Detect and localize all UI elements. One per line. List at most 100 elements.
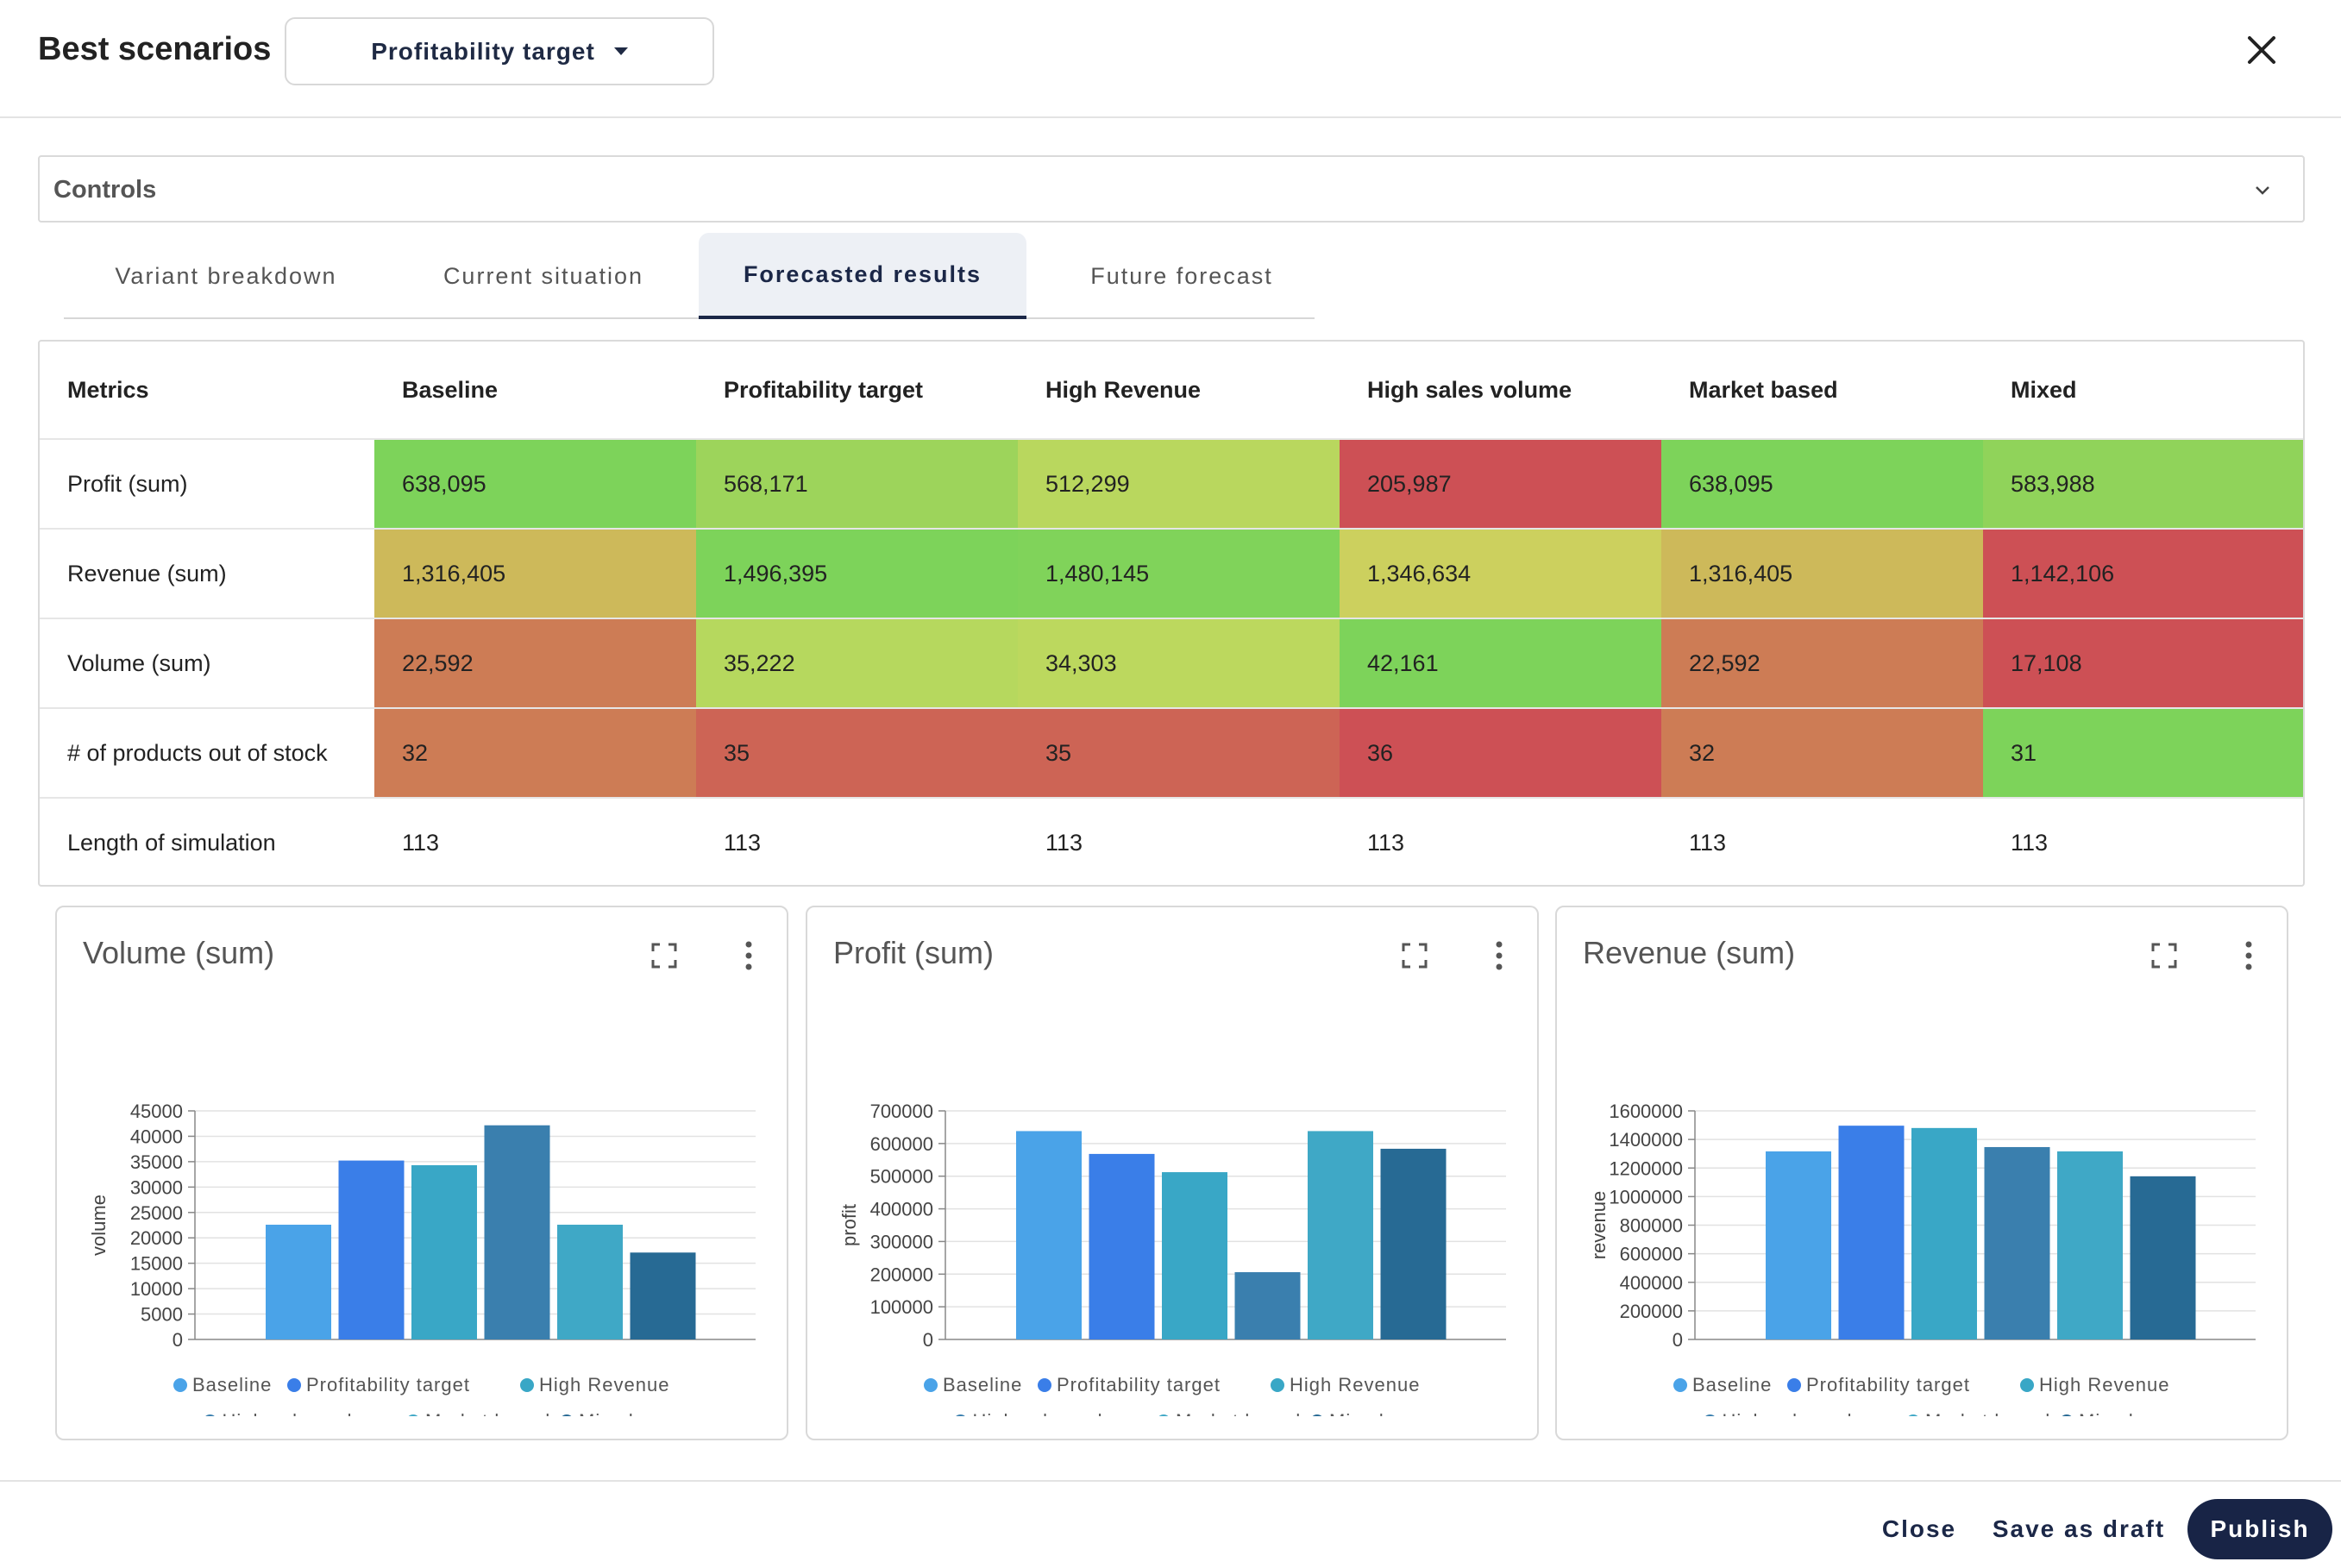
legend-label: Baseline <box>1692 1374 1772 1396</box>
bar-mixed[interactable] <box>1380 1148 1447 1339</box>
metrics-table: Metrics Baseline Profitability target High … <box>38 340 2305 887</box>
dialog-footer: Close Save as draft Publish <box>0 1480 2341 1568</box>
more-vertical-icon[interactable] <box>2244 940 2254 971</box>
bar-profitability-target[interactable] <box>338 1160 405 1339</box>
profit-bar-chart: 0 100000 200000 300000 400000 500000 600000 700… <box>838 1101 1506 1416</box>
legend-swatch <box>1705 1414 1715 1416</box>
y-tick-label: 10000 <box>130 1278 183 1300</box>
tab-current-situation[interactable]: Current situation <box>442 262 644 289</box>
legend-swatch <box>956 1414 965 1416</box>
metric-label: Profit (sum) <box>67 470 188 497</box>
metric-value-cell: 32 <box>1661 709 1983 797</box>
legend-swatch <box>520 1378 534 1392</box>
column-header: Baseline <box>402 376 499 403</box>
y-tick-label: 100000 <box>870 1296 933 1318</box>
metric-value-cell: 113 <box>1018 799 1340 885</box>
y-tick-label: 0 <box>923 1329 933 1351</box>
tab-forecasted-results[interactable]: Forecasted results <box>699 233 1026 319</box>
metric-value-cell: 1,346,634 <box>1340 530 1661 618</box>
close-button[interactable]: Close <box>1881 1515 1957 1542</box>
bar-mixed[interactable] <box>2130 1176 2196 1339</box>
legend-label: High sales volume <box>973 1410 1143 1416</box>
legend-label: Profitability target <box>1806 1374 1970 1396</box>
bar-high-sales-volume[interactable] <box>1234 1272 1301 1339</box>
chevron-down-icon[interactable] <box>2253 181 2272 200</box>
fullscreen-icon[interactable] <box>1401 942 1428 969</box>
chart-title: Revenue (sum) <box>1583 935 1796 970</box>
legend-swatch <box>205 1414 215 1416</box>
legend-label: High sales volume <box>1723 1410 1892 1416</box>
legend-label: Baseline <box>943 1374 1022 1396</box>
metric-value-cell: 32 <box>374 709 696 797</box>
bar-high-revenue[interactable] <box>411 1164 477 1339</box>
bar-market-based[interactable] <box>1308 1131 1373 1339</box>
more-vertical-icon[interactable] <box>744 940 754 971</box>
metric-label: Volume (sum) <box>67 649 211 676</box>
bar-high-revenue[interactable] <box>1162 1172 1227 1339</box>
y-tick-label: 300000 <box>870 1231 933 1252</box>
bar-market-based[interactable] <box>2057 1151 2123 1339</box>
fullscreen-icon[interactable] <box>650 942 678 969</box>
close-icon[interactable] <box>2243 31 2281 69</box>
metric-value-cell: 638,095 <box>1661 440 1983 528</box>
metric-value-cell: 35 <box>1018 709 1340 797</box>
metric-value-cell: 1,316,405 <box>1661 530 1983 618</box>
result-tabs: Variant breakdown Current situation Fore… <box>64 233 1315 319</box>
metric-value-cell: 113 <box>1340 799 1661 885</box>
y-tick-label: 20000 <box>130 1227 183 1249</box>
table-row: Profit (sum) 638,095 568,171 512,299 205,987… <box>40 438 2303 528</box>
volume-bar-chart: 0 5000 10000 15000 20000 25000 30000 35000 40000… <box>88 1101 756 1416</box>
y-tick-label: 35000 <box>130 1151 183 1173</box>
legend-swatch <box>1908 1414 1918 1416</box>
metric-value-cell: 17,108 <box>1983 619 2303 707</box>
metric-value-cell: 36 <box>1340 709 1661 797</box>
y-tick-label: 700000 <box>870 1101 933 1122</box>
page-title: Best scenarios <box>38 31 272 67</box>
y-tick-label: 1200000 <box>1609 1157 1683 1179</box>
y-axis-label: profit <box>838 1204 860 1246</box>
bar-baseline[interactable] <box>1766 1151 1831 1339</box>
legend-label: High Revenue <box>539 1374 669 1396</box>
metric-value-cell: 1,480,145 <box>1018 530 1340 618</box>
publish-button[interactable]: Publish <box>2187 1499 2332 1559</box>
legend-label: Mixed <box>579 1410 634 1416</box>
metric-label: Revenue (sum) <box>67 560 227 586</box>
legend-swatch <box>1673 1378 1687 1392</box>
bar-mixed[interactable] <box>630 1252 696 1339</box>
bar-market-based[interactable] <box>557 1224 623 1339</box>
bar-high-revenue[interactable] <box>1911 1127 1977 1339</box>
legend-label: High sales volume <box>223 1410 392 1416</box>
metric-value-cell: 113 <box>374 799 696 885</box>
tab-future-forecast[interactable]: Future forecast <box>1090 262 1273 289</box>
metric-value-cell: 1,316,405 <box>374 530 696 618</box>
column-header: High Revenue <box>1045 376 1202 403</box>
bar-profitability-target[interactable] <box>1089 1153 1155 1339</box>
y-tick-label: 200000 <box>1620 1301 1683 1322</box>
bar-baseline[interactable] <box>266 1224 331 1339</box>
chart-card-revenue: Revenue (sum) 0 200000 400000 600000 800000 1… <box>1555 906 2288 1440</box>
fullscreen-icon[interactable] <box>2150 942 2178 969</box>
tab-variant-breakdown[interactable]: Variant breakdown <box>115 262 337 289</box>
table-row: Revenue (sum) 1,316,405 1,496,395 1,480,145… <box>40 528 2303 618</box>
scenario-select[interactable]: Profitability target <box>285 17 714 85</box>
legend-label: High Revenue <box>1290 1374 1420 1396</box>
bar-profitability-target[interactable] <box>1838 1126 1905 1339</box>
legend-swatch <box>2020 1378 2034 1392</box>
bar-high-sales-volume[interactable] <box>1984 1146 2050 1339</box>
y-tick-label: 600000 <box>1620 1244 1683 1265</box>
metric-label: Length of simulation <box>67 829 276 856</box>
bar-high-sales-volume[interactable] <box>484 1125 550 1339</box>
y-tick-label: 25000 <box>130 1202 183 1224</box>
more-vertical-icon[interactable] <box>1494 940 1504 971</box>
y-tick-label: 400000 <box>1620 1272 1683 1294</box>
save-draft-button[interactable]: Save as draft <box>1992 1515 2166 1542</box>
controls-accordion[interactable]: Controls <box>38 155 2305 223</box>
column-header: High sales volume <box>1367 376 1572 403</box>
table-row: Length of simulation 113 113 113 113 113 113 <box>40 797 2303 885</box>
legend-label: Profitability target <box>306 1374 470 1396</box>
y-tick-label: 30000 <box>130 1176 183 1198</box>
legend-label: Baseline <box>192 1374 272 1396</box>
bar-baseline[interactable] <box>1016 1131 1082 1339</box>
metric-value-cell: 113 <box>696 799 1018 885</box>
y-tick-label: 45000 <box>130 1101 183 1122</box>
